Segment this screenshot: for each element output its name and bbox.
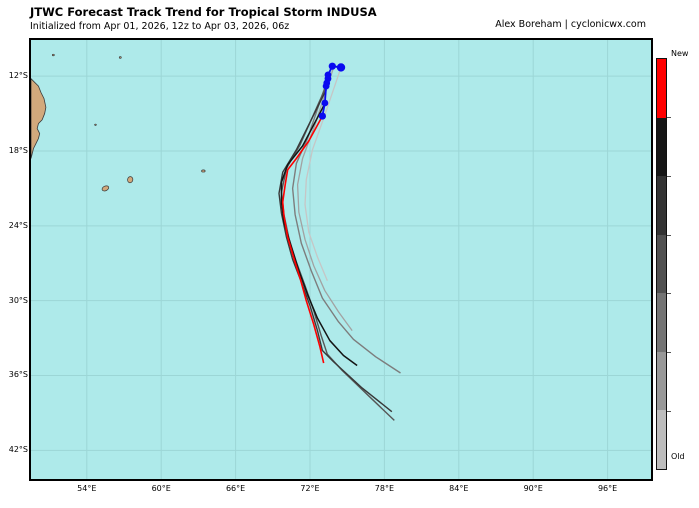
colorbar-segment xyxy=(657,351,666,411)
track-forecast-5 xyxy=(291,72,401,374)
y-tick-label: 36°S xyxy=(8,370,28,380)
y-tick-label: 12°S xyxy=(8,71,28,81)
y-tick-label: 24°S xyxy=(8,220,28,230)
best-track-fix xyxy=(318,112,326,120)
best-track-fix xyxy=(321,99,329,107)
colorbar-tick xyxy=(667,411,671,413)
colorbar-old-label: Old xyxy=(671,452,685,461)
x-tick-label: 54°E xyxy=(77,484,97,493)
track-trend-map xyxy=(31,40,651,479)
colorbar-segment xyxy=(657,176,666,235)
island-mauritius xyxy=(127,176,134,184)
colorbar-tick xyxy=(667,352,671,354)
x-tick-label: 96°E xyxy=(597,484,618,493)
colorbar-segment xyxy=(657,117,666,177)
x-tick-label: 60°E xyxy=(151,484,171,493)
ocean xyxy=(31,40,651,479)
x-tick-label: 90°E xyxy=(523,484,543,493)
colorbar-segment xyxy=(657,234,666,294)
colorbar-segment xyxy=(657,410,666,470)
best-track-fix xyxy=(336,63,346,72)
best-track-fix xyxy=(322,82,330,90)
island-islet-northwest xyxy=(51,53,55,57)
x-tick-label: 66°E xyxy=(225,484,246,493)
y-tick-label: 30°S xyxy=(8,295,28,305)
age-colorbar xyxy=(656,58,667,470)
colorbar-segment xyxy=(657,59,666,118)
island-islet-north xyxy=(118,56,122,59)
page-title: JTWC Forecast Track Trend for Tropical S… xyxy=(30,5,377,19)
map-frame xyxy=(29,38,653,481)
attribution: Alex Boreham | cyclonicwx.com xyxy=(495,19,646,30)
x-tick-label: 84°E xyxy=(449,484,469,493)
island-islet-tromelin xyxy=(94,123,97,126)
colorbar-segment xyxy=(657,293,666,352)
colorbar-tick xyxy=(667,293,671,295)
y-tick-label: 18°S xyxy=(8,145,28,155)
colorbar-tick xyxy=(667,175,671,177)
colorbar-tick xyxy=(667,234,671,236)
track-forecast-7-oldest xyxy=(304,67,342,281)
colorbar-tick xyxy=(667,116,671,118)
colorbar-new-label: New xyxy=(671,49,689,58)
best-track-fix xyxy=(328,62,336,70)
y-tick-label: 42°S xyxy=(8,445,28,455)
x-tick-label: 78°E xyxy=(374,484,394,493)
track-forecast-1-newest xyxy=(281,115,325,364)
madagascar-northern-tip xyxy=(31,78,47,159)
island-rodrigues xyxy=(201,169,206,173)
island-reunion xyxy=(101,185,110,192)
x-tick-label: 72°E xyxy=(300,484,320,493)
init-range-subtitle: Initialized from Apr 01, 2026, 12z to Ap… xyxy=(30,21,290,32)
